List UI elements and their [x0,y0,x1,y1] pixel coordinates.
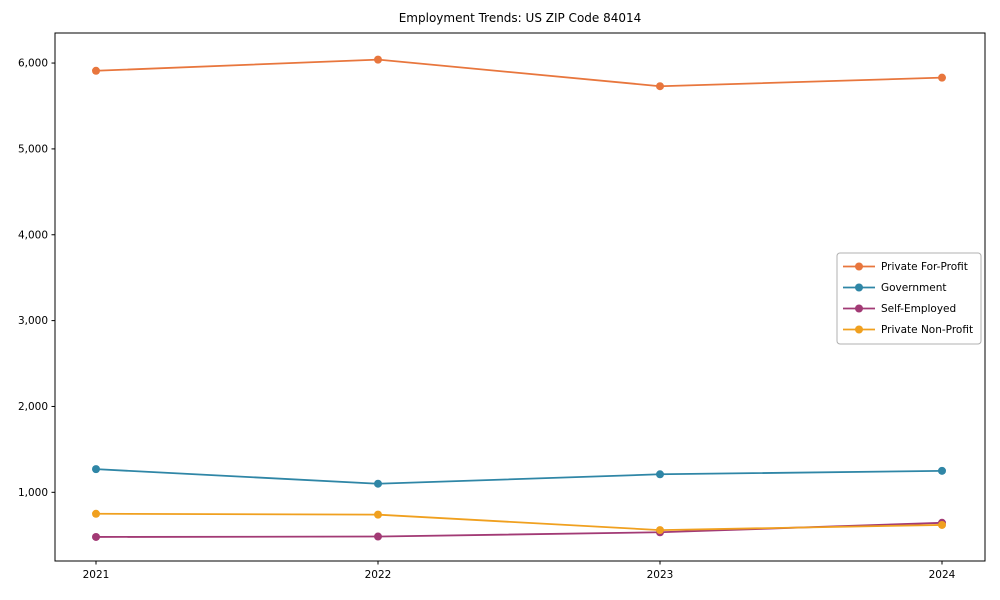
series-marker-government [92,465,100,474]
legend-label-private-for-profit: Private For-Profit [881,261,968,273]
series-marker-government [656,470,664,479]
legend-label-private-non-profit: Private Non-Profit [881,324,973,336]
y-tick-label: 6,000 [18,58,48,70]
series-line-private-for-profit [95,58,943,88]
x-tick-label: 2023 [647,569,674,581]
x-tick-label: 2024 [929,569,956,581]
legend-box [836,252,982,345]
series-marker-private-non-profit [938,520,946,529]
series-marker-self-employed [374,532,382,541]
series-line-self-employed [95,521,943,538]
series-marker-private-non-profit [656,526,664,535]
legend-marker-self-employed [855,304,863,313]
series-marker-private-for-profit [92,66,100,75]
legend-marker-government [855,283,863,292]
legend-label-self-employed: Self-Employed [881,303,956,315]
series-marker-self-employed [92,532,100,541]
series-marker-government [374,479,382,488]
legend-marker-private-non-profit [855,325,863,334]
y-tick-label: 2,000 [18,401,48,413]
series-marker-private-for-profit [656,82,664,91]
legend-marker-private-for-profit [855,262,863,271]
x-tick-label: 2022 [365,569,392,581]
series-line-private-non-profit [95,512,943,531]
legend-label-government: Government [881,282,946,294]
y-tick-label: 4,000 [18,229,48,241]
series-line-government [95,468,943,485]
y-tick-label: 1,000 [18,487,48,499]
x-tick-label: 2021 [83,569,110,581]
series-marker-private-for-profit [938,73,946,82]
series-marker-government [938,466,946,475]
series-marker-private-for-profit [374,55,382,64]
y-tick-label: 3,000 [18,315,48,327]
series-marker-private-non-profit [92,509,100,518]
chart-title: Employment Trends: US ZIP Code 84014 [399,11,642,25]
plot-border [54,32,986,562]
series-marker-private-non-profit [374,510,382,519]
y-tick-label: 5,000 [18,143,48,155]
